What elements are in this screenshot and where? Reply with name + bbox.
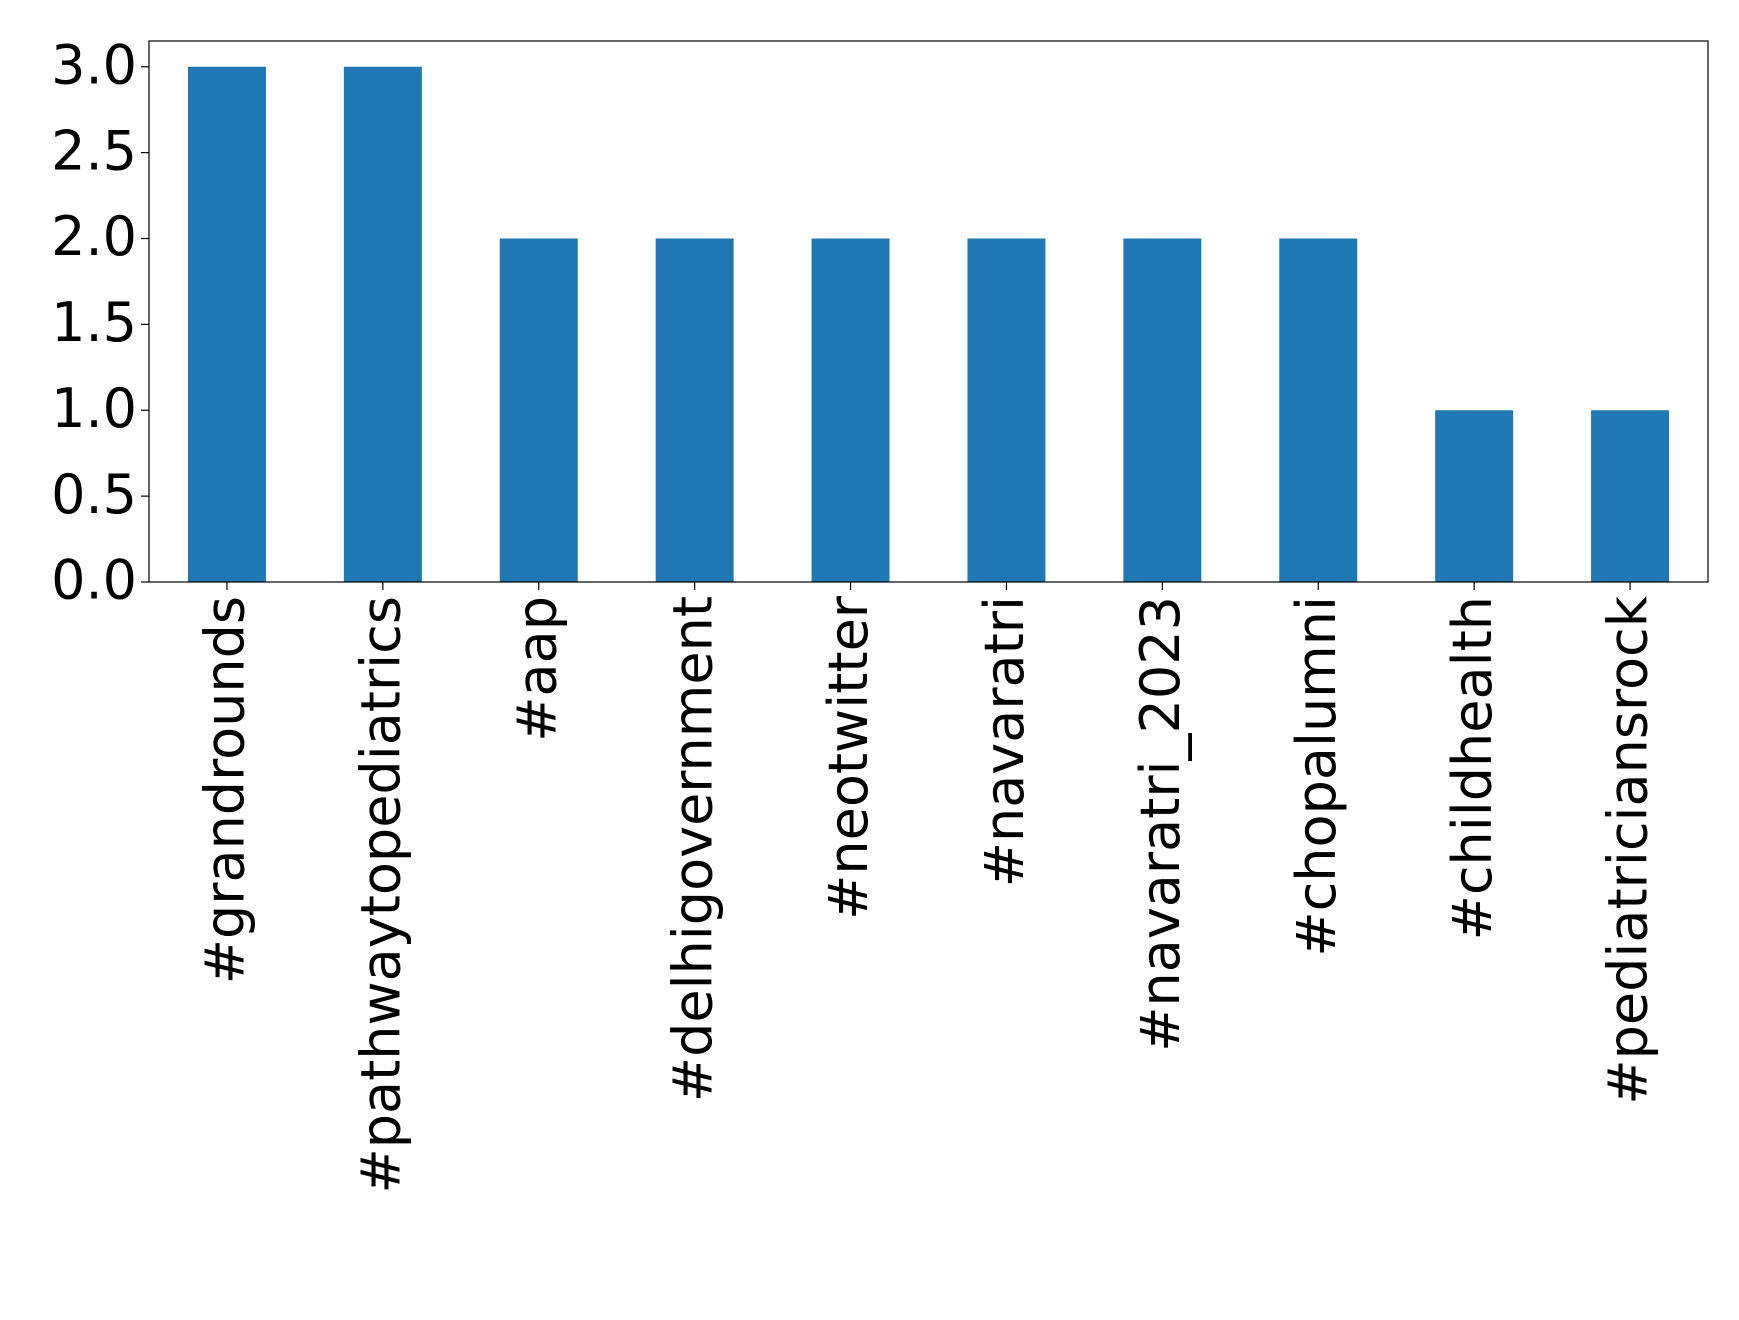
y-tick-label: 2.0 xyxy=(51,205,137,268)
bar xyxy=(1591,410,1670,582)
bar xyxy=(499,238,578,582)
bar xyxy=(811,238,890,582)
y-tick-label: 1.0 xyxy=(51,377,137,440)
bar xyxy=(967,238,1046,582)
x-tick-label: #grandrounds xyxy=(194,596,257,984)
bar xyxy=(1279,238,1358,582)
x-tick-label: #navaratri_2023 xyxy=(1129,596,1192,1052)
y-tick-label: 0.5 xyxy=(51,463,137,526)
y-tick-label: 1.5 xyxy=(51,291,137,354)
x-tick-label: #pediatriciansrock xyxy=(1597,595,1660,1104)
bar xyxy=(655,238,734,582)
y-tick-label: 3.0 xyxy=(51,33,137,96)
y-tick-label: 0.0 xyxy=(51,549,137,612)
x-tick-label: #childhealth xyxy=(1441,596,1504,940)
x-tick-label: #neotwitter xyxy=(817,595,880,920)
plot-frame xyxy=(148,40,1709,583)
x-tick-label: #navaratri xyxy=(973,596,1036,887)
y-tick-label: 2.5 xyxy=(51,119,137,182)
x-tick-label: #pathwaytopediatrics xyxy=(349,596,412,1194)
x-tick-label: #aap xyxy=(505,596,568,742)
x-tick-label: #chopalumni xyxy=(1285,596,1348,957)
bar xyxy=(1123,238,1202,582)
bar xyxy=(343,66,422,582)
bar xyxy=(187,66,266,582)
x-tick-label: #delhigovernment xyxy=(661,596,724,1102)
bar xyxy=(1435,410,1514,582)
